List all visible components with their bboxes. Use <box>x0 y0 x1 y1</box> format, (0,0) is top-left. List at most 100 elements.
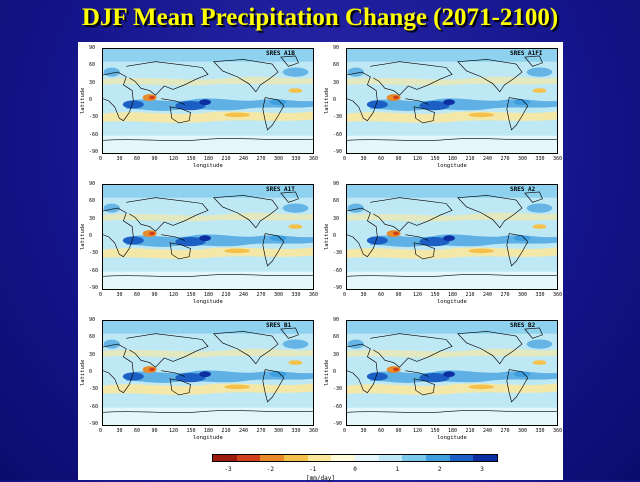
x-tick-label: 120 <box>413 292 423 298</box>
scenario-label: SRES A2 <box>510 186 536 193</box>
y-tick-label: 90 <box>89 317 96 323</box>
x-tick-label: 270 <box>256 292 266 298</box>
x-tick-label: 30 <box>116 292 123 298</box>
x-tick-label: 120 <box>169 428 179 434</box>
x-axis-title: longitude <box>437 163 467 169</box>
map-panel <box>346 48 558 154</box>
colorbar-swatch <box>378 455 403 461</box>
scenario-label: SRES A1FI <box>510 50 543 57</box>
y-tick-label: 60 <box>333 198 340 205</box>
x-tick-label: 240 <box>239 292 249 298</box>
x-tick-label: 360 <box>309 156 319 162</box>
x-tick-label: 120 <box>413 156 423 162</box>
x-tick-label: 300 <box>274 428 284 434</box>
y-tick-label: 60 <box>333 62 340 69</box>
x-tick-label: 300 <box>518 428 528 434</box>
y-tick-label: 30 <box>89 215 96 222</box>
x-tick-label: 30 <box>360 428 367 434</box>
colorbar-swatch <box>307 455 332 461</box>
colorbar-tick: -2 <box>266 466 274 473</box>
x-tick-label: 90 <box>395 428 402 434</box>
y-tick-label: -60 <box>89 403 99 410</box>
x-tick-label: 150 <box>430 428 440 434</box>
map-panel <box>102 320 314 426</box>
colorbar-tick: 3 <box>480 466 484 473</box>
x-tick-label: 180 <box>448 428 458 434</box>
x-tick-label: 90 <box>395 292 402 298</box>
y-tick-label: -60 <box>89 267 99 274</box>
x-tick-label: 240 <box>483 156 493 162</box>
y-tick-label: 60 <box>89 334 96 341</box>
x-tick-label: 30 <box>116 156 123 162</box>
y-tick-label: 30 <box>333 79 340 86</box>
colorbar-swatch <box>426 455 450 461</box>
x-tick-label: 90 <box>151 428 158 434</box>
x-tick-label: 270 <box>500 156 510 162</box>
x-tick-label: 210 <box>221 156 231 162</box>
colorbar-units: [mm/day] <box>306 475 335 482</box>
y-tick-label: -30 <box>333 250 343 257</box>
y-tick-label: 90 <box>89 45 96 51</box>
y-tick-label: 30 <box>89 79 96 86</box>
y-tick-label: 60 <box>89 62 96 69</box>
x-tick-label: 300 <box>518 156 528 162</box>
colorbar-tick: 0 <box>353 466 357 473</box>
y-tick-label: 90 <box>333 45 340 51</box>
x-tick-label: 120 <box>169 156 179 162</box>
colorbar-swatch <box>355 455 379 461</box>
x-tick-label: 60 <box>378 292 385 298</box>
y-axis-title: latitude <box>324 359 330 387</box>
y-tick-label: -30 <box>89 114 99 121</box>
y-tick-label: -30 <box>89 250 99 257</box>
x-tick-label: 300 <box>274 292 284 298</box>
map-panel <box>102 184 314 290</box>
x-tick-label: 180 <box>448 292 458 298</box>
y-tick-label: -30 <box>89 386 99 393</box>
scenario-label: SRES B1 <box>266 322 292 329</box>
colorbar-swatch <box>236 455 261 461</box>
x-tick-label: 240 <box>483 292 493 298</box>
x-tick-label: 300 <box>274 156 284 162</box>
x-tick-label: 0 <box>343 156 347 162</box>
x-tick-label: 30 <box>360 292 367 298</box>
colorbar-swatch <box>331 455 356 461</box>
y-tick-label: -90 <box>89 421 99 427</box>
y-axis-title: latitude <box>80 359 86 387</box>
map-panel <box>346 320 558 426</box>
y-tick-label: -90 <box>333 421 343 427</box>
colorbar-tick: -3 <box>224 466 232 473</box>
x-tick-label: 330 <box>291 428 301 434</box>
colorbar <box>212 454 498 462</box>
y-tick-label: -90 <box>333 285 343 291</box>
x-axis-title: longitude <box>193 299 223 305</box>
y-axis-title: latitude <box>80 223 86 251</box>
y-tick-label: -90 <box>89 149 99 155</box>
x-tick-label: 300 <box>518 292 528 298</box>
map-panel <box>102 48 314 154</box>
colorbar-swatch <box>473 455 498 461</box>
x-axis-title: longitude <box>193 435 223 441</box>
x-tick-label: 30 <box>360 156 367 162</box>
scenario-label: SRES A1B <box>266 50 295 57</box>
y-tick-label: -30 <box>333 114 343 121</box>
x-tick-label: 90 <box>151 156 158 162</box>
colorbar-swatch <box>449 455 474 461</box>
x-tick-label: 90 <box>151 292 158 298</box>
y-tick-label: 0 <box>333 369 337 375</box>
y-tick-label: -30 <box>333 386 343 393</box>
x-tick-label: 0 <box>99 156 103 162</box>
x-tick-label: 180 <box>448 156 458 162</box>
x-tick-label: 240 <box>239 428 249 434</box>
colorbar-swatch <box>402 455 427 461</box>
y-axis-title: latitude <box>80 87 86 115</box>
x-axis-title: longitude <box>437 435 467 441</box>
y-tick-label: 30 <box>89 351 96 358</box>
x-tick-label: 150 <box>430 156 440 162</box>
x-tick-label: 0 <box>99 292 103 298</box>
x-tick-label: 60 <box>134 292 141 298</box>
y-tick-label: -60 <box>89 131 99 138</box>
x-tick-label: 360 <box>309 428 319 434</box>
colorbar-tick: -1 <box>309 466 317 473</box>
colorbar-swatch <box>260 455 285 461</box>
y-tick-label: 90 <box>89 181 96 187</box>
